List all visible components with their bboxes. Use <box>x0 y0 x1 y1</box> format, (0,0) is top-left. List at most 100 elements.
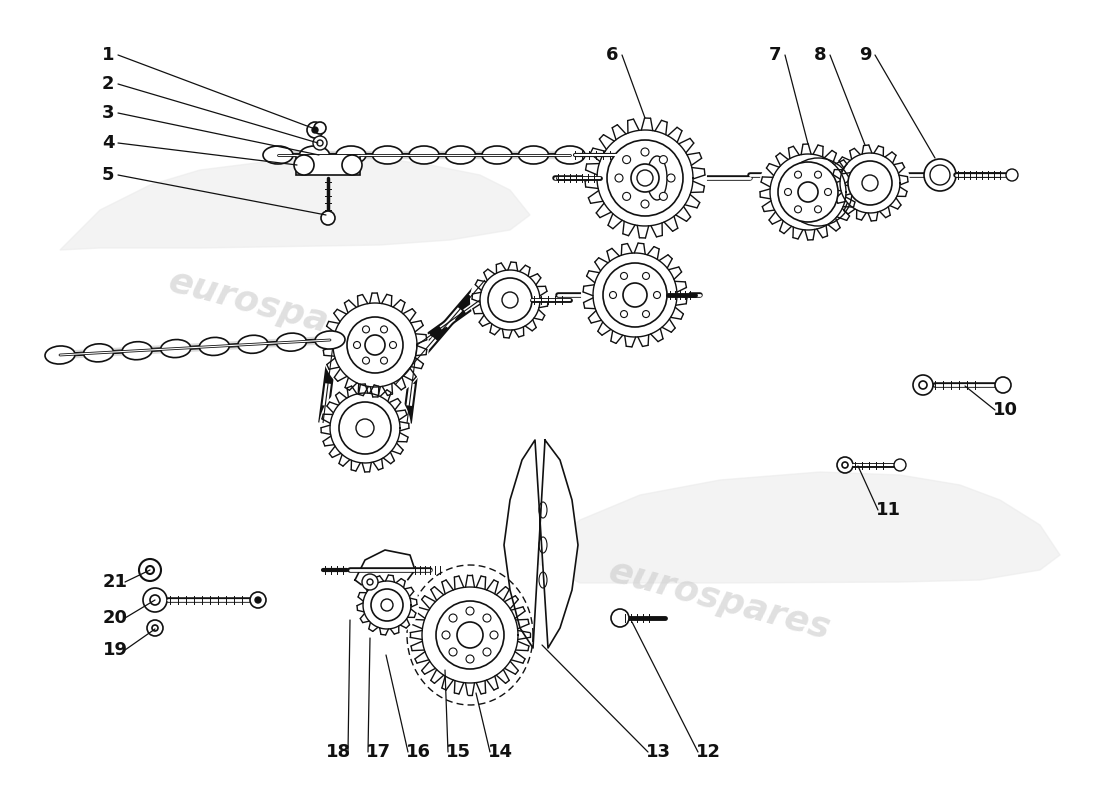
Circle shape <box>842 462 848 468</box>
Circle shape <box>894 459 906 471</box>
Circle shape <box>365 335 385 355</box>
Text: 17: 17 <box>365 743 390 761</box>
Circle shape <box>250 592 266 608</box>
Circle shape <box>381 357 387 364</box>
Ellipse shape <box>373 146 403 164</box>
Circle shape <box>466 655 474 663</box>
Circle shape <box>143 588 167 612</box>
Circle shape <box>483 648 491 656</box>
Circle shape <box>314 136 327 150</box>
Circle shape <box>862 175 878 191</box>
Circle shape <box>913 375 933 395</box>
Circle shape <box>996 377 1011 393</box>
Ellipse shape <box>299 146 330 164</box>
Ellipse shape <box>276 333 307 351</box>
Circle shape <box>659 192 668 200</box>
Circle shape <box>502 292 518 308</box>
Ellipse shape <box>482 146 512 164</box>
Circle shape <box>442 631 450 639</box>
Circle shape <box>620 310 627 318</box>
Ellipse shape <box>199 338 229 355</box>
Circle shape <box>490 631 498 639</box>
Text: 1: 1 <box>101 46 114 64</box>
Ellipse shape <box>122 342 152 360</box>
Circle shape <box>641 200 649 208</box>
Text: eurospares: eurospares <box>165 264 395 356</box>
Circle shape <box>642 273 649 279</box>
Ellipse shape <box>409 146 439 164</box>
Circle shape <box>307 122 323 138</box>
Text: 14: 14 <box>487 743 513 761</box>
Ellipse shape <box>161 339 190 358</box>
Text: 12: 12 <box>695 743 721 761</box>
Ellipse shape <box>315 331 345 349</box>
Circle shape <box>610 609 629 627</box>
Ellipse shape <box>263 146 293 164</box>
Circle shape <box>924 159 956 191</box>
Text: 2: 2 <box>101 75 114 93</box>
Circle shape <box>255 597 261 603</box>
Text: 19: 19 <box>102 641 128 659</box>
Circle shape <box>653 291 660 298</box>
Circle shape <box>603 263 667 327</box>
Circle shape <box>146 566 154 574</box>
Text: 7: 7 <box>769 46 781 64</box>
Bar <box>296 155 360 175</box>
Ellipse shape <box>647 156 667 200</box>
Circle shape <box>667 174 675 182</box>
Circle shape <box>362 574 378 590</box>
Circle shape <box>794 206 802 213</box>
Circle shape <box>353 416 377 440</box>
Circle shape <box>381 326 387 333</box>
Circle shape <box>830 143 910 223</box>
Circle shape <box>470 260 550 340</box>
Ellipse shape <box>336 146 366 164</box>
Circle shape <box>609 291 616 298</box>
Circle shape <box>623 283 647 307</box>
Ellipse shape <box>556 146 585 164</box>
Text: 15: 15 <box>446 743 471 761</box>
Circle shape <box>449 614 456 622</box>
Text: 21: 21 <box>102 573 128 591</box>
Circle shape <box>152 625 158 631</box>
Circle shape <box>367 579 373 585</box>
Ellipse shape <box>446 146 475 164</box>
Circle shape <box>583 116 707 240</box>
Circle shape <box>918 381 927 389</box>
Circle shape <box>355 573 419 637</box>
Polygon shape <box>504 440 578 648</box>
Circle shape <box>147 620 163 636</box>
Circle shape <box>361 331 389 359</box>
Text: 13: 13 <box>646 743 671 761</box>
Circle shape <box>814 171 822 178</box>
Circle shape <box>637 170 653 186</box>
Circle shape <box>339 402 390 454</box>
Circle shape <box>930 165 950 185</box>
Circle shape <box>449 648 456 656</box>
Circle shape <box>466 607 474 615</box>
Text: 8: 8 <box>814 46 826 64</box>
Circle shape <box>321 211 336 225</box>
Circle shape <box>784 189 792 195</box>
Circle shape <box>615 174 623 182</box>
Circle shape <box>456 622 483 648</box>
Text: 10: 10 <box>992 401 1018 419</box>
Circle shape <box>630 163 660 193</box>
Circle shape <box>796 180 820 204</box>
Circle shape <box>1006 169 1018 181</box>
Text: 5: 5 <box>101 166 114 184</box>
Circle shape <box>778 162 838 222</box>
Ellipse shape <box>518 146 549 164</box>
Circle shape <box>381 599 393 611</box>
Circle shape <box>837 457 852 473</box>
Circle shape <box>500 290 520 310</box>
Circle shape <box>408 573 532 697</box>
Ellipse shape <box>45 346 75 364</box>
Circle shape <box>623 192 630 200</box>
Text: 3: 3 <box>101 104 114 122</box>
Circle shape <box>150 595 160 605</box>
Circle shape <box>389 342 396 349</box>
Circle shape <box>659 156 668 164</box>
Circle shape <box>814 206 822 213</box>
Circle shape <box>346 317 403 373</box>
